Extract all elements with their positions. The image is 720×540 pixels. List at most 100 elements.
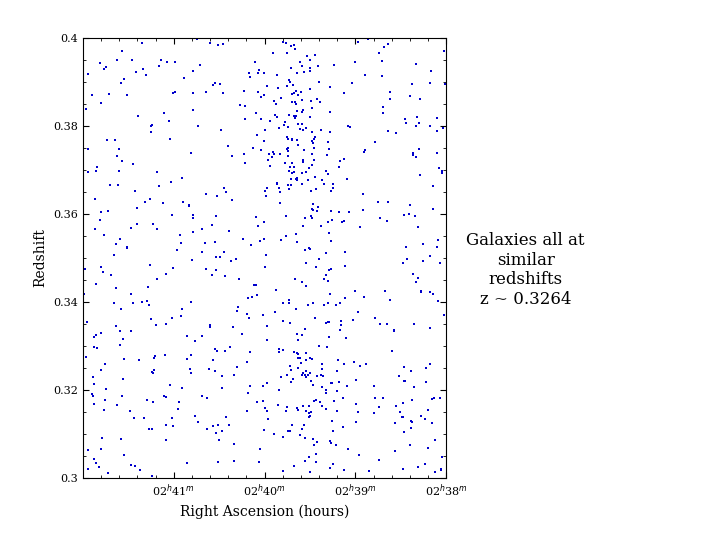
Point <box>420 377 432 386</box>
Point <box>261 406 273 415</box>
Point <box>96 433 108 442</box>
Point <box>211 191 222 200</box>
Point <box>87 392 99 400</box>
Point <box>297 402 308 410</box>
Point <box>213 436 225 444</box>
Point <box>408 320 419 329</box>
Point <box>111 284 122 292</box>
Point <box>127 160 138 168</box>
Point <box>118 451 130 460</box>
Point <box>185 369 197 377</box>
Point <box>138 414 150 422</box>
Point <box>94 215 105 224</box>
Point <box>159 351 171 360</box>
Point <box>255 237 266 246</box>
Point <box>252 222 264 231</box>
Point <box>269 97 280 106</box>
Point <box>214 253 225 261</box>
Point <box>379 42 390 51</box>
Point <box>424 288 436 297</box>
Point <box>270 100 282 109</box>
Point <box>210 252 222 261</box>
Point <box>91 280 102 288</box>
Point <box>95 208 107 217</box>
Point <box>87 373 99 381</box>
Point <box>369 381 380 390</box>
Point <box>201 87 212 96</box>
Point <box>431 149 443 158</box>
Point <box>283 299 294 307</box>
Point <box>289 275 301 284</box>
Point <box>160 320 171 328</box>
Point <box>248 144 259 152</box>
Point <box>212 40 223 49</box>
Point <box>415 412 427 421</box>
Point <box>309 172 320 181</box>
Point <box>253 66 265 75</box>
Point <box>294 58 306 66</box>
Point <box>266 152 278 161</box>
Point <box>397 465 409 474</box>
Point <box>152 168 163 177</box>
Point <box>220 272 231 280</box>
Point <box>181 459 193 468</box>
Point <box>186 89 198 97</box>
Point <box>148 354 160 362</box>
Point <box>388 326 400 334</box>
Point <box>315 98 326 107</box>
Point <box>354 223 366 232</box>
Point <box>194 60 206 69</box>
Point <box>82 464 94 473</box>
Point <box>281 370 292 379</box>
Point <box>94 59 105 68</box>
Point <box>271 179 283 188</box>
Point <box>414 94 426 103</box>
Point <box>261 321 273 330</box>
Point <box>263 414 274 423</box>
Point <box>261 184 273 192</box>
Point <box>82 144 94 153</box>
Point <box>326 215 338 224</box>
Point <box>342 444 354 453</box>
Point <box>377 57 388 65</box>
Point <box>277 299 289 307</box>
Point <box>168 89 179 98</box>
Point <box>165 178 176 186</box>
Point <box>168 422 179 430</box>
Point <box>91 458 102 467</box>
Point <box>407 417 418 426</box>
Point <box>374 214 385 222</box>
Point <box>296 119 307 128</box>
Point <box>404 91 415 100</box>
Point <box>88 399 99 408</box>
Point <box>223 227 235 235</box>
Point <box>316 365 328 374</box>
Point <box>323 318 334 327</box>
Point <box>171 245 183 254</box>
Point <box>238 150 250 158</box>
Point <box>199 239 211 247</box>
Point <box>178 74 189 83</box>
Point <box>143 301 155 309</box>
Point <box>169 58 181 67</box>
Point <box>232 302 243 311</box>
Point <box>219 347 230 355</box>
Point <box>333 163 345 171</box>
Point <box>127 299 139 307</box>
Point <box>308 397 320 406</box>
Point <box>122 244 133 252</box>
Point <box>327 417 338 426</box>
Point <box>133 355 145 364</box>
Point <box>358 206 369 215</box>
Point <box>238 235 249 244</box>
Point <box>299 434 310 443</box>
Point <box>317 383 328 391</box>
Point <box>140 71 152 80</box>
Point <box>292 335 304 344</box>
Point <box>204 39 216 48</box>
Point <box>378 108 390 117</box>
Point <box>276 37 288 46</box>
Point <box>359 147 370 156</box>
Point <box>282 49 293 57</box>
Point <box>132 204 143 212</box>
